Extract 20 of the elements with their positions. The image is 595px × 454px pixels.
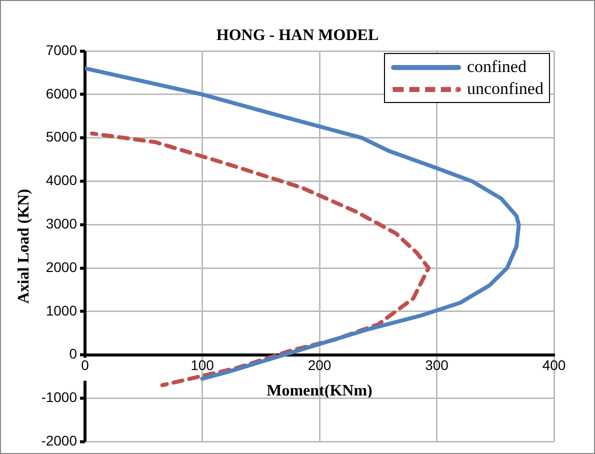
y-tick-label: 4000 [46, 172, 78, 188]
y-tick-label: 6000 [46, 85, 78, 102]
y-tick-label: 3000 [46, 215, 78, 232]
y-tick-label: -1000 [41, 389, 78, 406]
y-axis-title: Axial Load (KN) [16, 188, 33, 304]
x-tick-label: 300 [425, 357, 449, 374]
y-tick-label: 5000 [46, 128, 78, 145]
y-tick-label: 0 [69, 346, 78, 362]
y-tick-label: 2000 [46, 258, 78, 275]
legend-label: unconfined [467, 78, 544, 100]
y-tick-label: -2000 [41, 432, 78, 448]
y-tick-label: 1000 [46, 302, 78, 318]
x-tick-label: 100 [190, 357, 214, 374]
x-tick-label: 0 [81, 357, 90, 374]
x-tick-label: 400 [542, 357, 566, 374]
x-tick-label: 200 [308, 357, 332, 374]
y-tick-label: 7000 [46, 42, 78, 58]
x-axis-title: Moment(KNm) [266, 382, 372, 400]
legend-label: confined [467, 56, 526, 78]
chart-title: HONG - HAN MODEL [216, 27, 379, 44]
